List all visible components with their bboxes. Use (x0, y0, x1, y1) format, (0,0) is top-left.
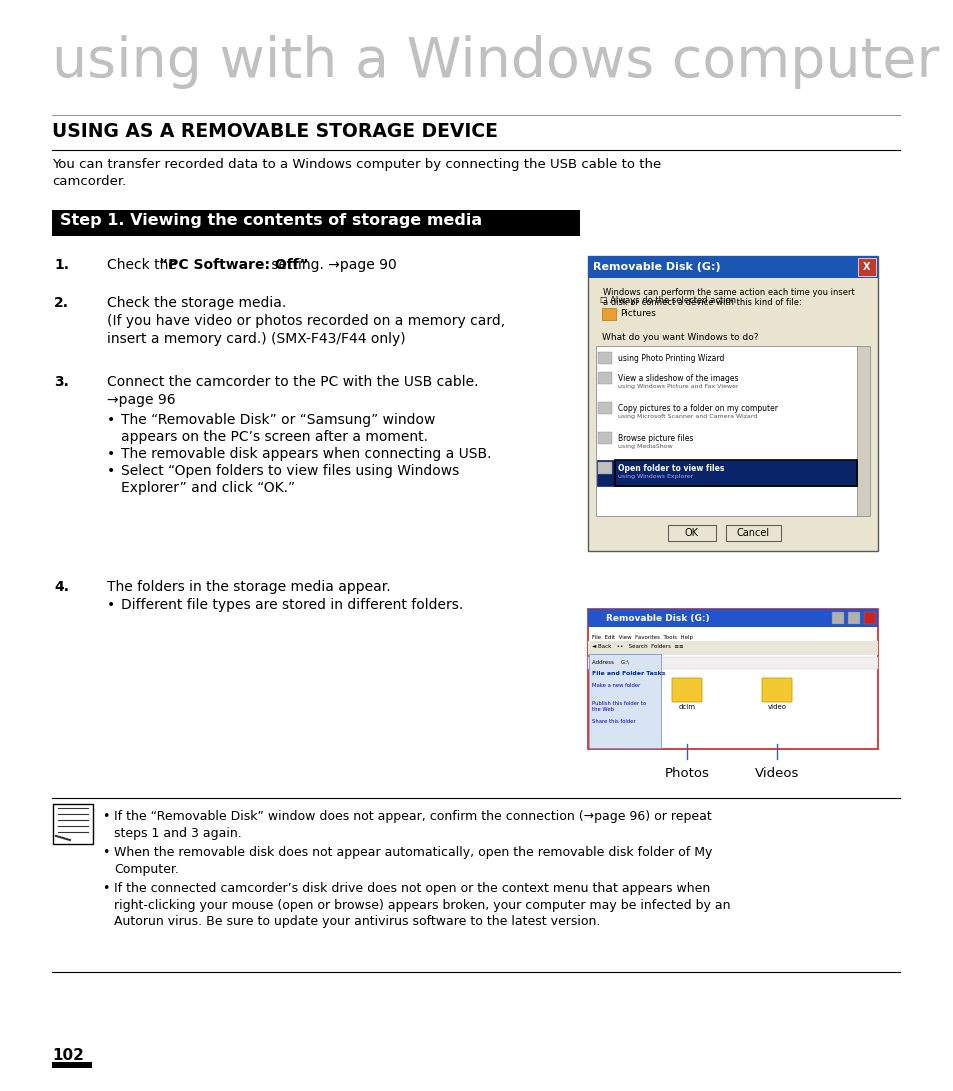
Text: Select “Open folders to view files using Windows: Select “Open folders to view files using… (121, 464, 458, 478)
Text: Step 1. Viewing the contents of storage media: Step 1. Viewing the contents of storage … (60, 213, 481, 228)
Text: USING AS A REMOVABLE STORAGE DEVICE: USING AS A REMOVABLE STORAGE DEVICE (52, 122, 497, 141)
Text: using Windows Explorer: using Windows Explorer (618, 473, 693, 479)
Text: 4.: 4. (54, 580, 69, 594)
Text: appears on the PC’s screen after a moment.: appears on the PC’s screen after a momen… (121, 430, 428, 444)
Text: →page 96: →page 96 (107, 393, 175, 407)
Bar (601, 308, 616, 320)
Text: 102: 102 (52, 1048, 84, 1063)
Text: “PC Software: Off”: “PC Software: Off” (159, 257, 308, 272)
Bar (857, 257, 875, 276)
Bar (587, 642, 877, 655)
Text: video: video (767, 704, 785, 710)
Text: Videos: Videos (754, 767, 799, 780)
Text: Connect the camcorder to the PC with the USB cable.: Connect the camcorder to the PC with the… (107, 375, 478, 389)
Bar (587, 256, 877, 278)
Text: ◄ Back   ••   Search  Folders  ≡≡: ◄ Back •• Search Folders ≡≡ (592, 644, 683, 649)
Bar (588, 654, 660, 748)
Bar (587, 256, 877, 551)
Text: Check the storage media.: Check the storage media. (107, 296, 286, 310)
Bar (615, 460, 856, 485)
Text: Check the: Check the (107, 257, 181, 272)
Bar (52, 209, 579, 236)
Text: If the “Removable Disk” window does not appear, confirm the connection (→page 96: If the “Removable Disk” window does not … (113, 810, 711, 839)
Bar (598, 461, 612, 473)
Text: Removable Disk (G:): Removable Disk (G:) (593, 262, 720, 272)
Text: using MediaShow: using MediaShow (618, 444, 672, 449)
Text: setting. →page 90: setting. →page 90 (267, 257, 396, 272)
Text: OK: OK (684, 528, 699, 538)
Text: The folders in the storage media appear.: The folders in the storage media appear. (107, 580, 390, 594)
Text: Publish this folder to
the Web: Publish this folder to the Web (592, 702, 645, 712)
Text: ☐ Always do the selected action.: ☐ Always do the selected action. (599, 296, 738, 305)
Text: Copy pictures to a folder on my computer: Copy pictures to a folder on my computer (618, 404, 778, 413)
Bar (587, 609, 877, 627)
Text: using Microsoft Scanner and Camera Wizard: using Microsoft Scanner and Camera Wizar… (618, 413, 757, 419)
Text: Share this folder: Share this folder (592, 719, 635, 724)
Bar (725, 525, 781, 541)
Text: Cancel: Cancel (736, 528, 769, 538)
Text: The “Removable Disk” or “Samsung” window: The “Removable Disk” or “Samsung” window (121, 413, 435, 427)
Text: Make a new folder: Make a new folder (592, 683, 639, 688)
Bar (667, 525, 716, 541)
Text: Open folder to view files: Open folder to view files (618, 464, 723, 473)
Text: When the removable disk does not appear automatically, open the removable disk f: When the removable disk does not appear … (113, 846, 712, 875)
Text: Browse picture files: Browse picture files (618, 434, 693, 443)
Bar (587, 609, 877, 750)
Text: You can transfer recorded data to a Windows computer by connecting the USB cable: You can transfer recorded data to a Wind… (52, 158, 660, 188)
Bar (53, 804, 92, 844)
Text: •: • (107, 598, 115, 612)
Text: (If you have video or photos recorded on a memory card,: (If you have video or photos recorded on… (107, 314, 504, 328)
Text: Removable Disk (G:): Removable Disk (G:) (605, 613, 709, 623)
Text: dcim: dcim (678, 704, 695, 710)
Text: using Photo Printing Wizard: using Photo Printing Wizard (618, 353, 723, 363)
Text: •: • (102, 846, 110, 859)
Text: Pictures: Pictures (619, 310, 655, 319)
Text: •: • (107, 464, 115, 478)
Text: File and Folder Tasks: File and Folder Tasks (592, 671, 664, 676)
Bar (598, 401, 612, 413)
Text: Address    G:\: Address G:\ (592, 659, 628, 664)
Text: What do you want Windows to do?: What do you want Windows to do? (601, 333, 758, 341)
Bar (598, 372, 612, 384)
Text: If the connected camcorder’s disk drive does not open or the context menu that a: If the connected camcorder’s disk drive … (113, 882, 730, 928)
Text: File  Edit  View  Favorites  Tools  Help: File Edit View Favorites Tools Help (592, 635, 692, 640)
FancyBboxPatch shape (671, 678, 701, 702)
Bar (598, 352, 612, 364)
Bar (52, 1062, 91, 1068)
Text: •: • (107, 413, 115, 427)
Text: 2.: 2. (54, 296, 69, 310)
Text: •: • (102, 882, 110, 895)
Bar (597, 460, 856, 485)
Text: a disk or connect a device with this kind of file:: a disk or connect a device with this kin… (602, 298, 801, 307)
Text: insert a memory card.) (SMX-F43/F44 only): insert a memory card.) (SMX-F43/F44 only… (107, 332, 405, 346)
Text: The removable disk appears when connecting a USB.: The removable disk appears when connecti… (121, 447, 491, 461)
Bar (847, 612, 859, 624)
Bar (831, 612, 843, 624)
Text: using with a Windows computer: using with a Windows computer (52, 35, 939, 89)
Text: X: X (862, 262, 870, 272)
Text: using Windows Picture and Fax Viewer: using Windows Picture and Fax Viewer (618, 384, 738, 389)
Bar (596, 346, 857, 516)
Bar (863, 612, 875, 624)
Bar (587, 657, 877, 669)
FancyBboxPatch shape (761, 678, 791, 702)
Bar (598, 432, 612, 444)
Text: •: • (107, 447, 115, 461)
Text: Explorer” and click “OK.”: Explorer” and click “OK.” (121, 481, 294, 495)
Text: Windows can perform the same action each time you insert: Windows can perform the same action each… (602, 288, 854, 297)
Text: Different file types are stored in different folders.: Different file types are stored in diffe… (121, 598, 463, 612)
Text: 3.: 3. (54, 375, 69, 389)
Bar (856, 346, 869, 516)
Text: 1.: 1. (54, 257, 69, 272)
Text: View a slideshow of the images: View a slideshow of the images (618, 374, 738, 383)
Text: Photos: Photos (664, 767, 709, 780)
Text: •: • (102, 810, 110, 823)
